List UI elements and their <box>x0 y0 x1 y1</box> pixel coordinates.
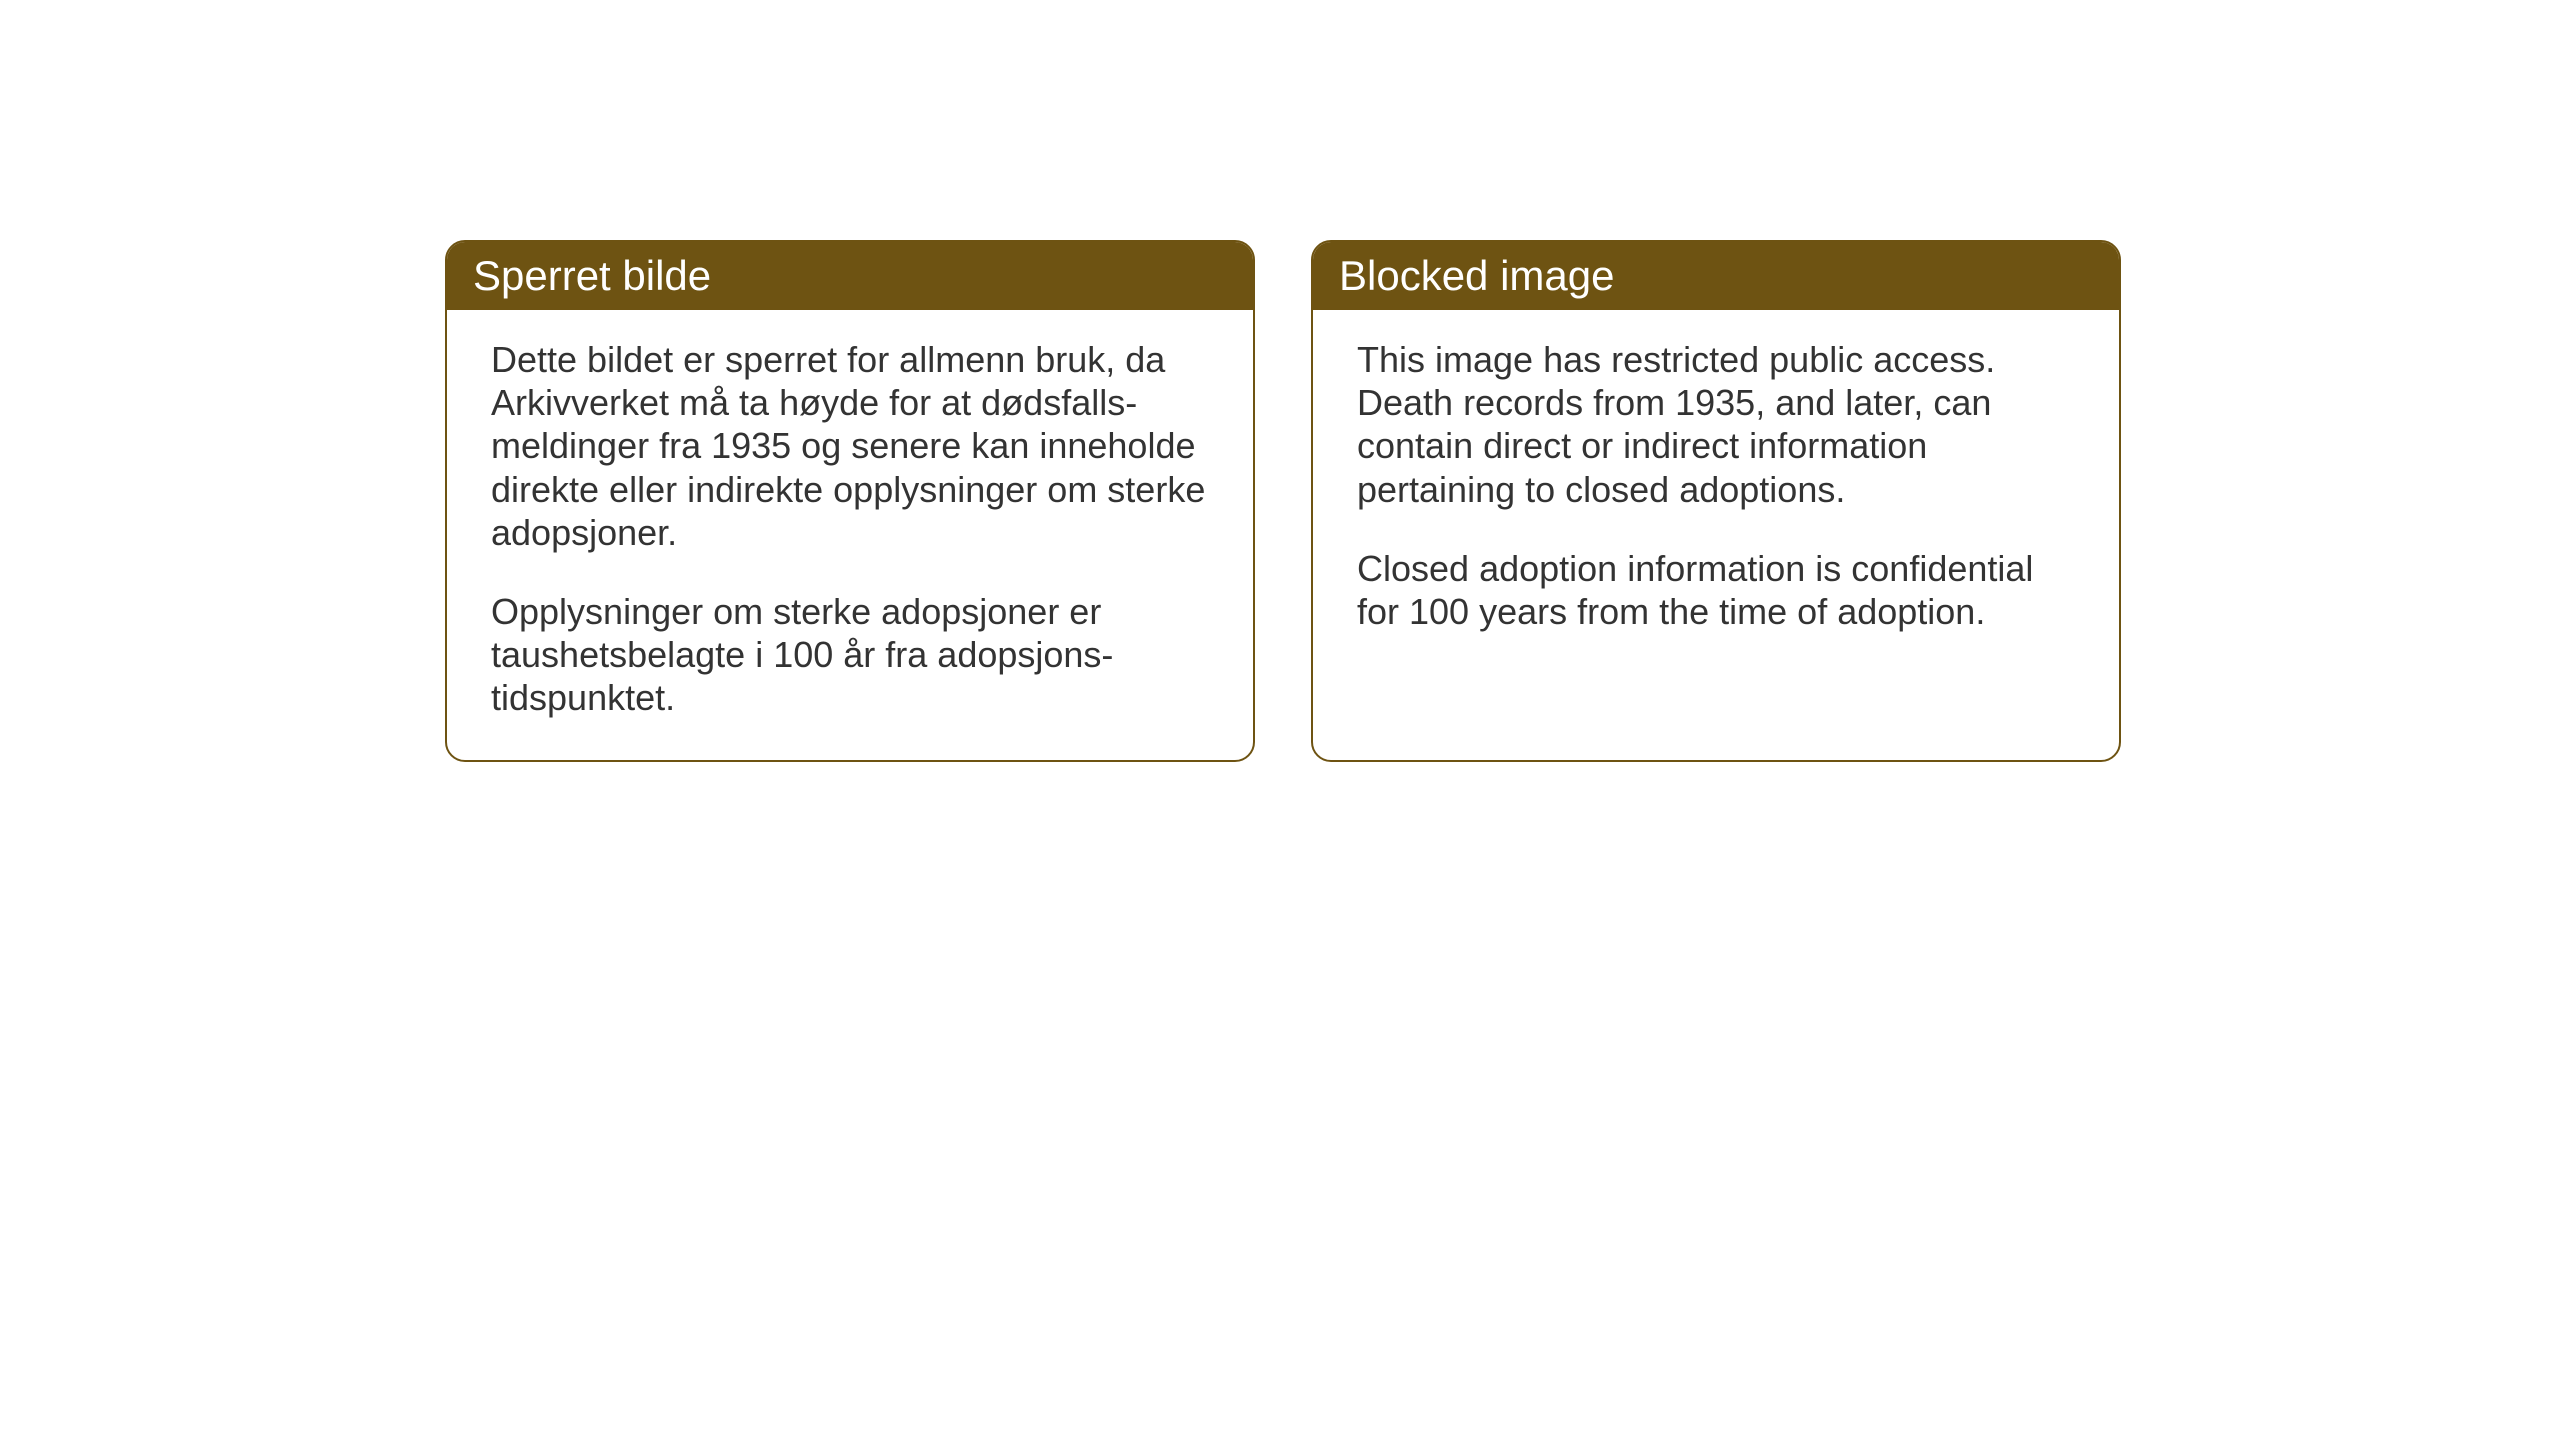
cards-container: Sperret bilde Dette bildet er sperret fo… <box>445 240 2121 762</box>
norwegian-card-body: Dette bildet er sperret for allmenn bruk… <box>447 310 1253 760</box>
norwegian-card-header: Sperret bilde <box>447 242 1253 310</box>
english-paragraph-1: This image has restricted public access.… <box>1357 338 2075 511</box>
english-card-title: Blocked image <box>1339 252 1614 299</box>
norwegian-paragraph-2: Opplysninger om sterke adopsjoner er tau… <box>491 590 1209 720</box>
english-card: Blocked image This image has restricted … <box>1311 240 2121 762</box>
norwegian-card-title: Sperret bilde <box>473 252 711 299</box>
english-card-header: Blocked image <box>1313 242 2119 310</box>
norwegian-paragraph-1: Dette bildet er sperret for allmenn bruk… <box>491 338 1209 554</box>
english-card-body: This image has restricted public access.… <box>1313 310 2119 673</box>
norwegian-card: Sperret bilde Dette bildet er sperret fo… <box>445 240 1255 762</box>
english-paragraph-2: Closed adoption information is confident… <box>1357 547 2075 633</box>
